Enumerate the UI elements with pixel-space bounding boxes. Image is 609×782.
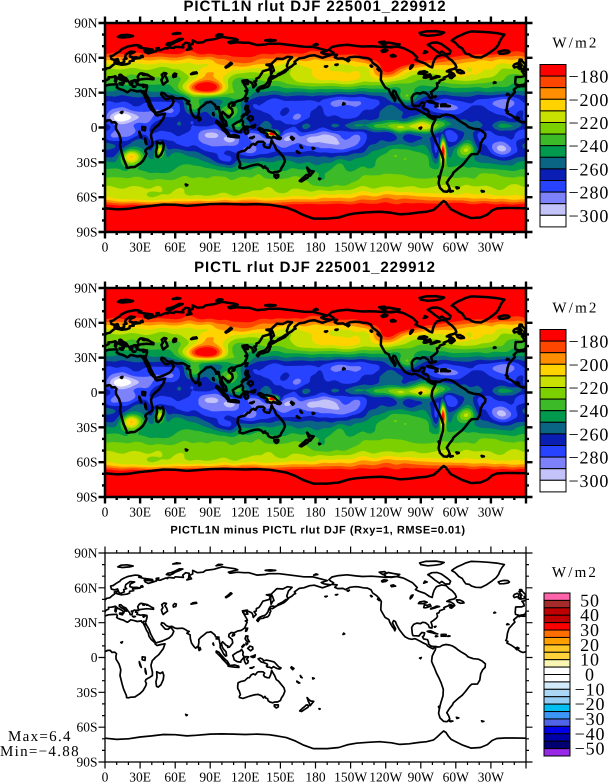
svg-text:30: 30 — [580, 620, 600, 640]
svg-text:0: 0 — [102, 770, 109, 782]
svg-text:50: 50 — [580, 590, 600, 610]
svg-text:90E: 90E — [199, 505, 221, 520]
svg-text:90E: 90E — [199, 240, 221, 255]
svg-text:−260: −260 — [569, 424, 609, 444]
svg-text:−50: −50 — [575, 739, 606, 759]
svg-text:30W: 30W — [478, 770, 505, 782]
svg-text:60N: 60N — [74, 50, 98, 65]
svg-text:90S: 90S — [76, 490, 97, 505]
svg-text:−40: −40 — [575, 724, 606, 744]
svg-text:60W: 60W — [443, 240, 470, 255]
svg-text:90W: 90W — [408, 770, 435, 782]
svg-text:W/m2: W/m2 — [552, 36, 598, 52]
svg-text:90N: 90N — [74, 546, 98, 561]
svg-text:−260: −260 — [569, 159, 609, 179]
svg-text:180: 180 — [305, 770, 326, 782]
svg-text:−240: −240 — [569, 401, 609, 421]
svg-text:90S: 90S — [76, 755, 97, 770]
svg-text:60S: 60S — [76, 455, 97, 470]
svg-text:−180: −180 — [569, 332, 609, 352]
svg-text:−200: −200 — [569, 90, 609, 110]
svg-text:30E: 30E — [129, 240, 151, 255]
svg-text:0: 0 — [585, 665, 595, 685]
svg-text:90N: 90N — [74, 16, 98, 31]
svg-text:60W: 60W — [443, 505, 470, 520]
svg-text:150W: 150W — [334, 505, 367, 520]
svg-text:30S: 30S — [76, 420, 97, 435]
svg-text:60N: 60N — [74, 315, 98, 330]
svg-text:60N: 60N — [74, 580, 98, 595]
svg-text:120E: 120E — [231, 505, 260, 520]
svg-text:150E: 150E — [266, 240, 295, 255]
svg-text:120W: 120W — [369, 770, 402, 782]
svg-text:0: 0 — [102, 505, 109, 520]
svg-text:90W: 90W — [408, 240, 435, 255]
svg-text:0: 0 — [91, 120, 98, 135]
svg-text:60W: 60W — [443, 770, 470, 782]
svg-text:30S: 30S — [76, 685, 97, 700]
svg-text:−280: −280 — [569, 183, 609, 203]
svg-text:−200: −200 — [569, 355, 609, 375]
svg-text:−280: −280 — [569, 448, 609, 468]
svg-text:20: 20 — [580, 635, 600, 655]
svg-text:120W: 120W — [369, 240, 402, 255]
svg-text:30W: 30W — [478, 505, 505, 520]
svg-text:30W: 30W — [478, 240, 505, 255]
svg-text:60E: 60E — [164, 770, 186, 782]
svg-text:−220: −220 — [569, 378, 609, 398]
svg-text:150W: 150W — [334, 240, 367, 255]
svg-text:120W: 120W — [369, 505, 402, 520]
svg-text:120E: 120E — [231, 240, 260, 255]
svg-text:0: 0 — [102, 240, 109, 255]
svg-text:180: 180 — [305, 505, 326, 520]
svg-text:PICTL rlut DJF 225001_229912: PICTL rlut DJF 225001_229912 — [194, 259, 436, 276]
svg-text:Min=−4.88: Min=−4.88 — [0, 744, 80, 760]
svg-text:−30: −30 — [575, 709, 606, 729]
svg-text:150E: 150E — [266, 770, 295, 782]
svg-text:PICTL1N minus PICTL rlut DJF (: PICTL1N minus PICTL rlut DJF (Rxy=1, RMS… — [170, 525, 465, 537]
svg-text:PICTL1N rlut DJF 225001_229912: PICTL1N rlut DJF 225001_229912 — [184, 0, 447, 15]
svg-text:−10: −10 — [575, 679, 606, 699]
svg-text:W/m2: W/m2 — [552, 565, 598, 581]
svg-text:−240: −240 — [569, 136, 609, 156]
svg-text:10: 10 — [580, 650, 600, 670]
svg-text:30N: 30N — [74, 350, 98, 365]
svg-text:60E: 60E — [164, 505, 186, 520]
svg-text:60S: 60S — [76, 190, 97, 205]
svg-text:30S: 30S — [76, 155, 97, 170]
svg-text:−300: −300 — [569, 471, 609, 491]
svg-text:−300: −300 — [569, 206, 609, 226]
svg-text:0: 0 — [91, 650, 98, 665]
svg-text:−20: −20 — [575, 694, 606, 714]
svg-text:Max=6.4: Max=6.4 — [8, 729, 72, 745]
svg-text:60S: 60S — [76, 720, 97, 735]
svg-text:0: 0 — [91, 385, 98, 400]
svg-text:−180: −180 — [569, 67, 609, 87]
svg-text:W/m2: W/m2 — [552, 301, 598, 317]
svg-text:150W: 150W — [334, 770, 367, 782]
svg-text:30N: 30N — [74, 85, 98, 100]
svg-text:30E: 30E — [129, 505, 151, 520]
svg-text:−220: −220 — [569, 113, 609, 133]
svg-text:40: 40 — [580, 605, 600, 625]
svg-text:90W: 90W — [408, 505, 435, 520]
svg-text:30N: 30N — [74, 615, 98, 630]
svg-text:150E: 150E — [266, 505, 295, 520]
svg-text:120E: 120E — [231, 770, 260, 782]
svg-text:30E: 30E — [129, 770, 151, 782]
svg-text:90N: 90N — [74, 281, 98, 296]
svg-text:90S: 90S — [76, 225, 97, 240]
svg-text:180: 180 — [305, 240, 326, 255]
svg-text:60E: 60E — [164, 240, 186, 255]
svg-text:90E: 90E — [199, 770, 221, 782]
